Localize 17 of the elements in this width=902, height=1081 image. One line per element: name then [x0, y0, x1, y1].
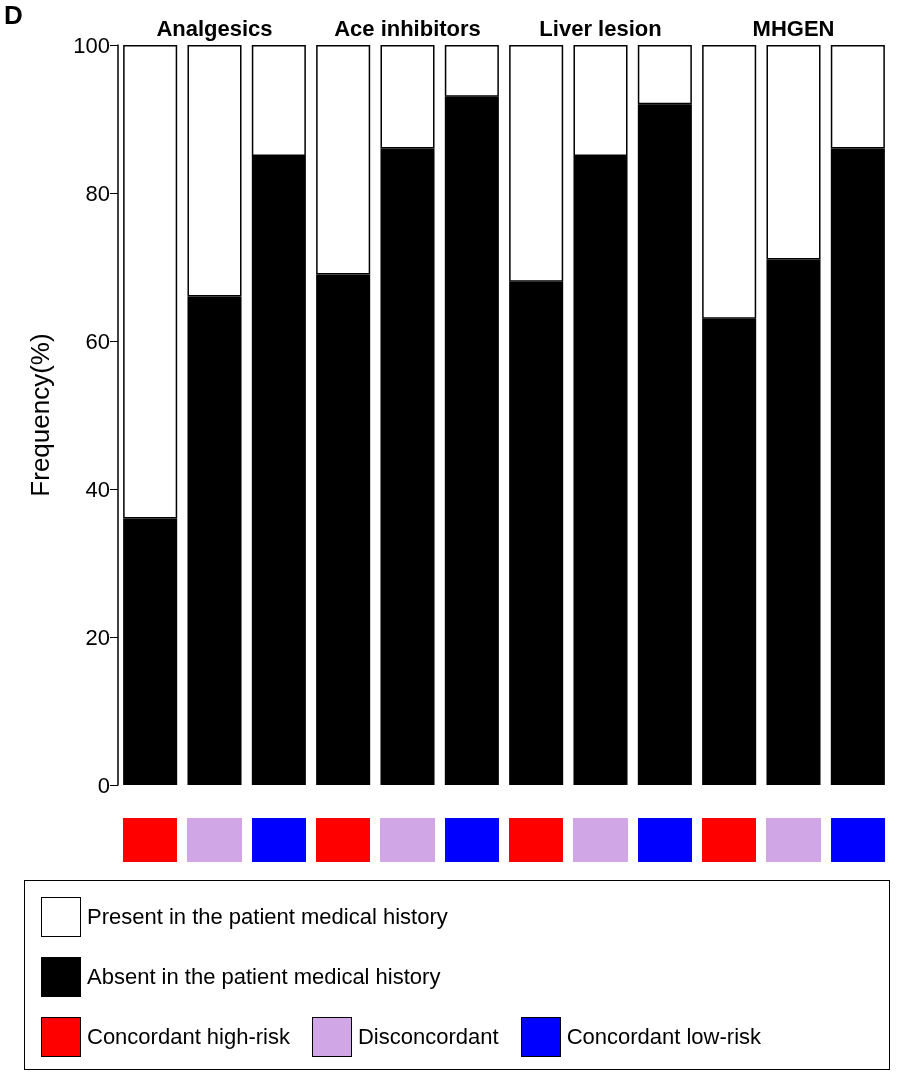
y-tick-label: 60	[85, 328, 110, 354]
text: Ace inhibitors	[334, 15, 481, 41]
y-tick-label: 40	[85, 476, 110, 502]
y-tick-label: 20	[85, 624, 110, 650]
y-tick-label: 0	[97, 772, 110, 798]
y-tick-label: 100	[73, 32, 110, 58]
y-axis-title: Frequency(%)	[25, 333, 55, 497]
text: Analgesics	[156, 15, 273, 41]
legend-label: Absent in the patient medical history	[86, 963, 441, 991]
text: MHGEN	[752, 15, 835, 41]
legend-label: Present in the patient medical history	[86, 903, 448, 931]
chart-title: D	[4, 0, 23, 31]
text: Liver lesion	[539, 15, 662, 41]
text: Concordant low-risk	[565, 1023, 762, 1051]
text: Disconcordant	[357, 1023, 499, 1051]
text: Concordant high-risk	[86, 1023, 290, 1051]
y-tick-label: 80	[85, 180, 110, 206]
